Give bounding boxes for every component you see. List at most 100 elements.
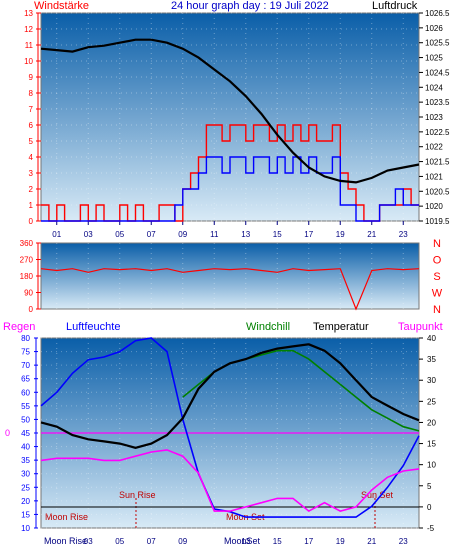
x-tick-label: 07 <box>147 537 156 546</box>
y-tick-label: 4 <box>29 153 34 162</box>
moon-rise-label: Moon Rise <box>45 512 88 522</box>
legend-taupunkt: Taupunkt <box>398 321 443 333</box>
y-tick-label: 5 <box>29 137 34 146</box>
x-tick-label: 13 <box>241 230 250 239</box>
x-tick-label: 17 <box>304 230 313 239</box>
y-tick-label: 12 <box>24 25 33 34</box>
y2-tick-label: 1019.5 <box>425 217 450 226</box>
y2-tick-label: 1023.5 <box>425 98 450 107</box>
y2-tick-label: 1021 <box>425 172 443 181</box>
x-tick-label: 05 <box>115 230 124 239</box>
y2-tick-label: 1025.5 <box>425 39 450 48</box>
y-tick-label: 7 <box>29 105 34 114</box>
y-tick-label: 9 <box>29 73 34 82</box>
hum-tick-label: 20 <box>21 497 30 506</box>
x-tick-label: 19 <box>336 537 345 546</box>
rain-zero-label: 0 <box>5 428 10 438</box>
x-tick-label: 23 <box>399 230 408 239</box>
y-tick-label: 3 <box>29 169 34 178</box>
temp-tick-label: 35 <box>427 355 436 364</box>
compass-label: N <box>433 304 441 316</box>
x-tick-label: 23 <box>399 537 408 546</box>
hum-tick-label: 55 <box>21 402 30 411</box>
dewpoint-line <box>40 449 420 513</box>
wind-direction-line <box>40 268 420 311</box>
hum-tick-label: 65 <box>21 375 30 384</box>
y2-tick-label: 1024.5 <box>425 68 450 77</box>
compass-label: O <box>433 255 442 267</box>
temp-tick-label: 25 <box>427 397 436 406</box>
x-tick-label: 03 <box>84 230 93 239</box>
x-tick-label: 09 <box>178 230 187 239</box>
temperature-line <box>40 343 420 449</box>
legend-windchill: Windchill <box>246 321 290 333</box>
x-tick-label: 13 <box>241 537 250 546</box>
hum-tick-label: 35 <box>21 456 30 465</box>
x-tick-label: 15 <box>273 230 282 239</box>
hum-tick-label: 10 <box>21 524 30 533</box>
y-tick-label: 10 <box>24 57 33 66</box>
y-tick-label: 6 <box>29 121 34 130</box>
y-tick-label: 1 <box>29 201 34 210</box>
x-tick-label: 15 <box>273 537 282 546</box>
hum-tick-label: 40 <box>21 443 30 452</box>
y-tick-label: 0 <box>29 217 34 226</box>
sun-rise-label: Sun Rise <box>119 490 156 500</box>
temp-tick-label: 0 <box>427 503 432 512</box>
gust-line <box>41 156 419 222</box>
temp-tick-label: 20 <box>427 418 436 427</box>
x-tick-label: 05 <box>115 537 124 546</box>
header-luftdruck: Luftdruck <box>372 0 418 12</box>
x-tick-label: 01 <box>52 230 61 239</box>
y2-tick-label: 1021.5 <box>425 158 450 167</box>
y2-tick-label: 1026.5 <box>425 9 450 18</box>
dir-y-tick-label: 0 <box>29 305 34 314</box>
moon-set-axis-label: MoonSet <box>224 536 261 546</box>
x-tick-label: 03 <box>84 537 93 546</box>
hum-tick-label: 50 <box>21 415 30 424</box>
dir-y-tick-label: 180 <box>20 272 34 281</box>
hum-tick-label: 75 <box>21 348 30 357</box>
legend-temperatur: Temperatur <box>313 321 369 333</box>
x-tick-label: 11 <box>210 230 219 239</box>
temp-tick-label: 40 <box>427 334 436 343</box>
y-tick-label: 8 <box>29 89 34 98</box>
temp-tick-label: -5 <box>427 524 435 533</box>
hum-tick-label: 70 <box>21 361 30 370</box>
temp-tick-label: 10 <box>427 461 436 470</box>
y-tick-label: 2 <box>29 185 34 194</box>
dir-y-tick-label: 90 <box>24 289 33 298</box>
y-tick-label: 11 <box>25 41 34 50</box>
x-tick-label: 21 <box>367 230 376 239</box>
y-tick-label: 13 <box>24 9 33 18</box>
compass-label: W <box>432 288 443 300</box>
hum-tick-label: 15 <box>21 510 30 519</box>
hum-tick-label: 45 <box>21 429 30 438</box>
temp-tick-label: 5 <box>427 482 432 491</box>
header-date-title: 24 hour graph day : 19 Juli 2022 <box>171 0 329 12</box>
compass-label: S <box>433 271 440 283</box>
x-tick-label: 21 <box>367 537 376 546</box>
header-windstaerke: Windstärke <box>34 0 89 12</box>
y2-tick-label: 1022.5 <box>425 128 450 137</box>
hum-tick-label: 25 <box>21 483 30 492</box>
y2-tick-label: 1023 <box>425 113 443 122</box>
sun-set-label: Sun Set <box>361 490 394 500</box>
wind-pressure-plot <box>40 12 420 222</box>
moon-rise-axis-label: Moon Rise <box>44 536 87 546</box>
x-tick-label: 07 <box>147 230 156 239</box>
x-tick-label: 19 <box>336 230 345 239</box>
compass-label: N <box>433 238 441 250</box>
y2-tick-label: 1022 <box>425 143 443 152</box>
x-tick-label: 17 <box>304 537 313 546</box>
hum-tick-label: 80 <box>21 334 30 343</box>
wind-speed-line <box>41 124 419 222</box>
legend-luftfeuchte: Luftfeuchte <box>66 321 120 333</box>
y2-tick-label: 1020.5 <box>425 187 450 196</box>
pressure-line <box>40 38 420 184</box>
dir-y-tick-label: 270 <box>20 256 34 265</box>
dir-y-tick-label: 360 <box>20 239 34 248</box>
legend-regen: Regen <box>3 321 35 333</box>
temp-tick-label: 30 <box>427 376 436 385</box>
